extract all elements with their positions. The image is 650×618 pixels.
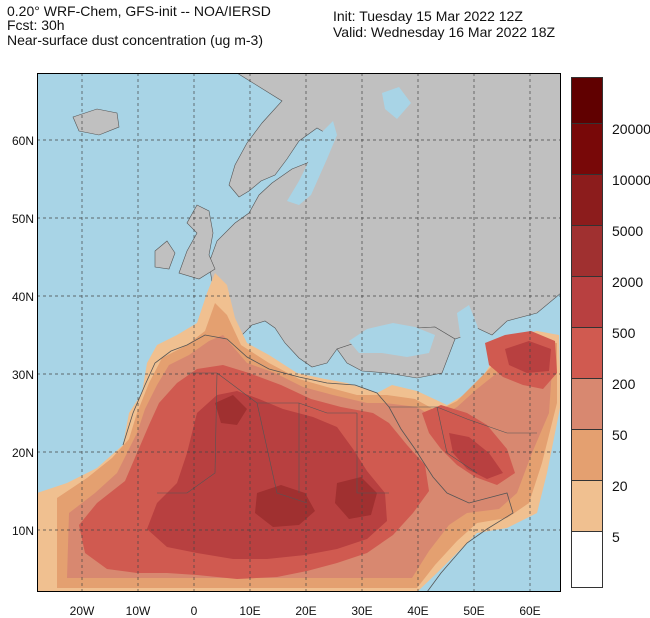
variable-title: Near-surface dust concentration (ug m-3) xyxy=(7,32,263,48)
legend-label-2000: 2000 xyxy=(612,274,644,290)
legend-label-10000: 10000 xyxy=(612,172,650,188)
iceland xyxy=(72,108,120,136)
lon-tick-40e: 40E xyxy=(407,604,429,618)
legend-swatch-10000 xyxy=(571,174,603,226)
legend-label-500: 500 xyxy=(612,325,636,341)
legend-label-50: 50 xyxy=(612,427,628,443)
british-isles xyxy=(154,204,216,280)
lon-tick-20e: 20E xyxy=(295,604,317,618)
legend-label-200: 200 xyxy=(612,376,636,392)
dust-map xyxy=(37,73,561,592)
lon-tick-0: 0 xyxy=(190,604,198,618)
lat-tick-20n: 20N xyxy=(11,446,34,460)
dust-2000 xyxy=(215,395,377,527)
legend-label-20: 20 xyxy=(612,478,628,494)
legend-swatch-2000 xyxy=(571,276,603,328)
legend-label-5: 5 xyxy=(612,529,620,545)
white-sea xyxy=(382,87,411,119)
legend-swatch-bottom xyxy=(571,531,603,588)
graticule xyxy=(37,73,561,592)
legend-swatch-200 xyxy=(571,378,603,430)
forecast-hour: Fcst: 30h xyxy=(7,17,65,33)
legend-swatch-500 xyxy=(571,327,603,379)
lat-tick-10n: 10N xyxy=(11,524,34,538)
model-title: 0.20° WRF-Chem, GFS-init -- NOA/IERSD xyxy=(7,3,271,19)
valid-time: Valid: Wednesday 16 Mar 2022 18Z xyxy=(333,24,556,40)
africa-coastline xyxy=(122,334,514,592)
dust-500 xyxy=(147,341,551,559)
init-time: Init: Tuesday 15 Mar 2022 12Z xyxy=(333,8,523,24)
lon-tick-10w: 10W xyxy=(125,604,151,618)
legend-swatch-20 xyxy=(571,480,603,532)
lon-tick-20w: 20W xyxy=(69,604,95,618)
lat-tick-60n: 60N xyxy=(11,134,34,148)
lon-tick-60e: 60E xyxy=(519,604,541,618)
map-border xyxy=(37,73,561,592)
baltic-sea xyxy=(287,121,337,205)
lat-tick-40n: 40N xyxy=(11,290,34,304)
lon-tick-10e: 10E xyxy=(239,604,261,618)
legend-swatch-5000 xyxy=(571,225,603,277)
map-canvas xyxy=(37,73,561,592)
legend-label-20000: 20000 xyxy=(612,121,650,137)
black-sea xyxy=(349,323,435,357)
legend-swatch-50 xyxy=(571,429,603,481)
country-borders xyxy=(157,372,537,504)
lon-tick-30e: 30E xyxy=(351,604,373,618)
color-legend xyxy=(571,77,603,588)
legend-label-5000: 5000 xyxy=(612,223,644,239)
lat-tick-50n: 50N xyxy=(11,212,34,226)
lon-tick-50e: 50E xyxy=(463,604,485,618)
legend-swatch-top xyxy=(571,77,603,124)
caspian-sea xyxy=(457,305,483,369)
legend-swatch-20000 xyxy=(571,123,603,175)
lat-tick-30n: 30N xyxy=(11,368,34,382)
